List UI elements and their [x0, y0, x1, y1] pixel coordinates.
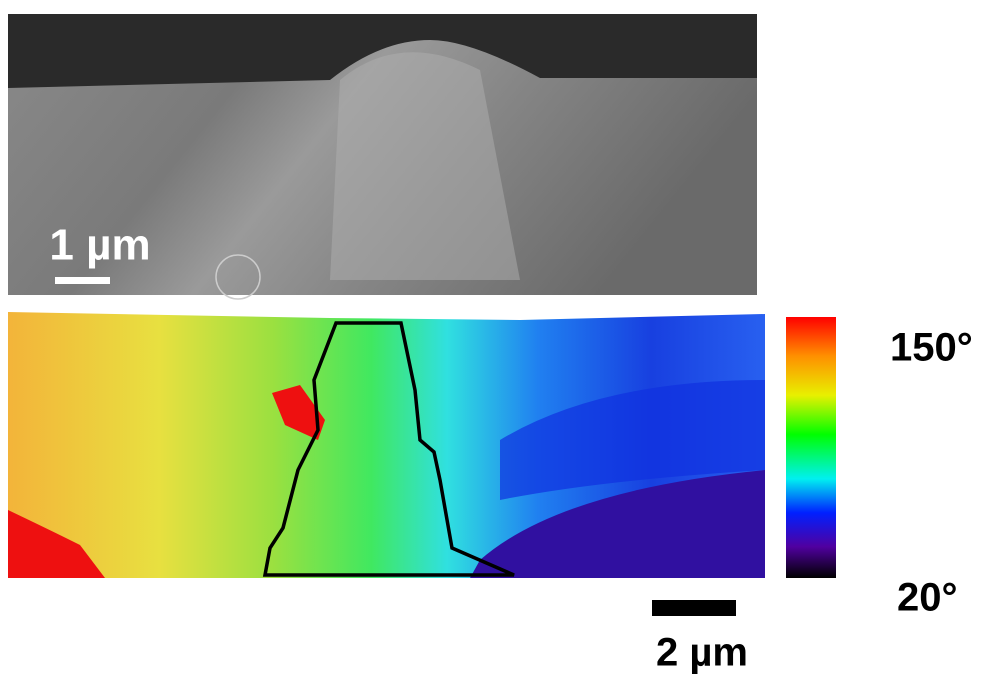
orientation-map: 2 µm — [8, 312, 765, 675]
scale-bar — [652, 600, 736, 616]
scale-label: 2 µm — [656, 631, 748, 675]
colorbar-max: 150° — [890, 326, 973, 370]
figure: 1 µm 2 µm 150° 20° — [0, 0, 998, 676]
scale-bar — [55, 277, 110, 284]
colorbar-min: 20° — [897, 576, 958, 620]
scale-label: 1 µm — [49, 221, 150, 270]
micrograph: 1 µm — [8, 14, 757, 299]
colorbar-gradient — [786, 317, 836, 578]
colorbar: 150° 20° — [786, 317, 973, 620]
